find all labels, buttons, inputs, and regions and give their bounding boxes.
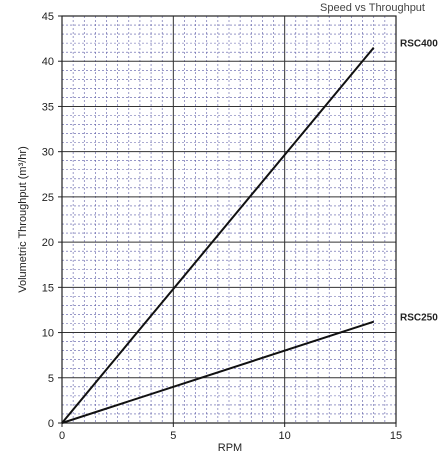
grid [62, 16, 396, 423]
x-tick-label: 10 [279, 430, 291, 442]
y-tick-label: 30 [42, 147, 54, 159]
x-tick-label: 0 [59, 430, 65, 442]
series-labels: RSC400 RSC250 [400, 39, 438, 324]
plot-area-border [61, 15, 397, 424]
x-axis-ticks: 0 5 10 15 [59, 423, 402, 442]
y-tick-label: 45 [42, 11, 54, 23]
y-tick-label: 25 [42, 192, 54, 204]
y-axis-label: Volumetric Throughput (m³/hr) [17, 146, 29, 293]
series-line-rsc400 [61, 47, 375, 424]
y-tick-label: 20 [42, 237, 54, 249]
y-axis-ticks: 0 5 10 15 20 25 30 35 40 45 [42, 11, 62, 430]
series-line-rsc250 [61, 320, 375, 424]
y-tick-label: 40 [42, 56, 54, 68]
series-label-rsc250: RSC250 [400, 313, 438, 324]
x-axis-label: RPM [218, 442, 242, 454]
chart-title: Speed vs Throughput [320, 2, 425, 14]
series-label-rsc400: RSC400 [400, 39, 438, 50]
y-tick-label: 35 [42, 101, 54, 113]
y-tick-label: 10 [42, 328, 54, 340]
x-tick-label: 5 [170, 430, 176, 442]
y-tick-label: 15 [42, 282, 54, 294]
y-tick-label: 5 [48, 373, 54, 385]
x-tick-label: 15 [390, 430, 402, 442]
y-tick-label: 0 [48, 418, 54, 430]
series-lines [61, 47, 375, 424]
